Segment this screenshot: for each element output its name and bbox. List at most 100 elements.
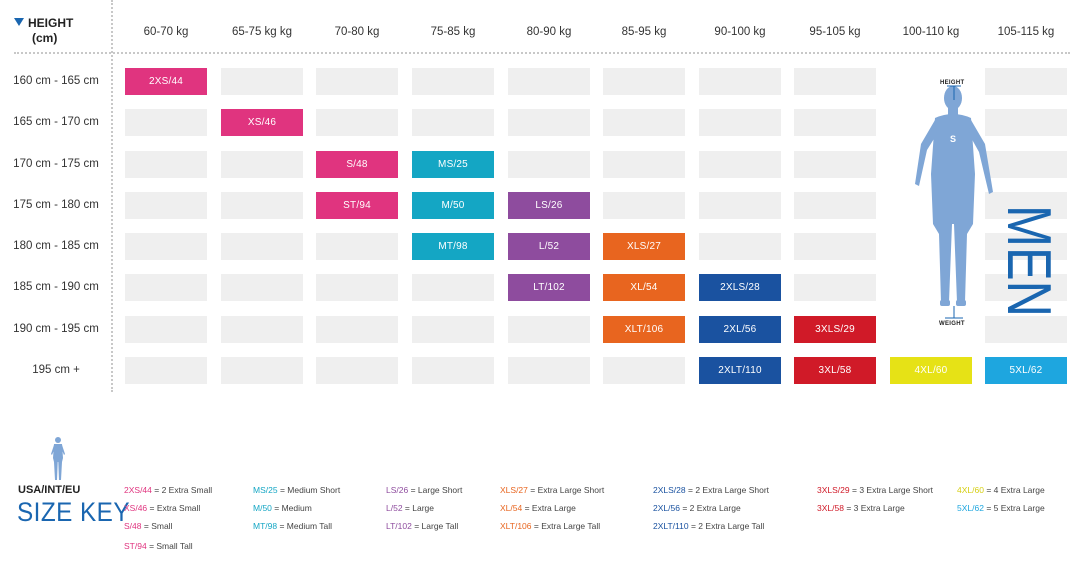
legend-code: XLT/106 xyxy=(500,521,532,531)
legend-item: 3XLS/29 = 3 Extra Large Short xyxy=(817,485,933,495)
size-cell: 2XS/44 xyxy=(125,68,207,95)
empty-cell xyxy=(316,316,398,343)
legend-code: XL/54 xyxy=(500,503,523,513)
legend-item: S/48 = Small xyxy=(124,521,172,531)
legend-code: LT/102 xyxy=(386,521,412,531)
legend-item: 2XLS/28 = 2 Extra Large Short xyxy=(653,485,769,495)
vertical-divider xyxy=(111,0,113,392)
row-header: 170 cm - 175 cm xyxy=(13,158,99,170)
legend-description: = 2 Extra Small xyxy=(154,485,213,495)
size-cell: XL/54 xyxy=(603,274,685,301)
empty-cell xyxy=(125,274,207,301)
empty-cell xyxy=(508,151,590,178)
legend-code: S/48 xyxy=(124,521,142,531)
empty-cell xyxy=(412,68,494,95)
empty-cell xyxy=(794,192,876,219)
row-header: 195 cm + xyxy=(32,364,80,376)
legend-item: 5XL/62 = 5 Extra Large xyxy=(957,503,1045,513)
empty-cell xyxy=(125,233,207,260)
column-header: 75-85 kg xyxy=(430,26,476,38)
legend-code: MT/98 xyxy=(253,521,278,531)
legend-code: LS/26 xyxy=(386,485,409,495)
triangle-down-icon xyxy=(14,18,24,26)
empty-cell xyxy=(699,68,781,95)
legend-item: LT/102 = Large Tall xyxy=(386,521,458,531)
empty-cell xyxy=(794,68,876,95)
height-unit: (cm) xyxy=(32,31,58,45)
legend-item: M/50 = Medium xyxy=(253,503,312,513)
column-header: 60-70 kg xyxy=(143,26,189,38)
legend-code: 2XLT/110 xyxy=(653,521,689,531)
legend-code: XLS/27 xyxy=(500,485,528,495)
legend-code: 3XL/58 xyxy=(817,503,844,513)
empty-cell xyxy=(508,316,590,343)
legend-description: = Extra Large xyxy=(524,503,576,513)
legend-description: = 2 Extra Large Tall xyxy=(690,521,765,531)
legend-description: = Small xyxy=(143,521,173,531)
legend-description: = Extra Small xyxy=(149,503,201,513)
empty-cell xyxy=(125,357,207,384)
legend-description: = 3 Extra Large Short xyxy=(852,485,934,495)
empty-cell xyxy=(125,109,207,136)
legend-item: MS/25 = Medium Short xyxy=(253,485,340,495)
size-key-region: USA/INT/EU xyxy=(18,484,81,496)
legend-description: = Extra Large Short xyxy=(530,485,605,495)
empty-cell xyxy=(221,151,303,178)
empty-cell xyxy=(794,151,876,178)
legend-description: = Extra Large Tall xyxy=(533,521,601,531)
diver-figure-icon: S xyxy=(915,85,993,319)
legend-code: L/52 xyxy=(386,503,403,513)
empty-cell xyxy=(603,192,685,219)
empty-cell xyxy=(699,192,781,219)
empty-cell xyxy=(794,109,876,136)
empty-cell xyxy=(412,274,494,301)
legend-item: L/52 = Large xyxy=(386,503,434,513)
legend-item: 4XL/60 = 4 Extra Large xyxy=(957,485,1045,495)
legend-item: 2XLT/110 = 2 Extra Large Tall xyxy=(653,521,764,531)
empty-cell xyxy=(508,109,590,136)
figure-weight-tag: WEIGHT xyxy=(939,321,965,327)
empty-cell xyxy=(316,233,398,260)
size-cell: 3XLS/29 xyxy=(794,316,876,343)
size-key-figure-icon xyxy=(51,437,65,480)
legend-item: XLS/27 = Extra Large Short xyxy=(500,485,604,495)
legend-code: 2XS/44 xyxy=(124,485,152,495)
legend-code: 4XL/60 xyxy=(957,485,984,495)
empty-cell xyxy=(221,192,303,219)
figure-height-tag: HEIGHT xyxy=(940,80,965,86)
empty-cell xyxy=(316,274,398,301)
column-header: 90-100 kg xyxy=(714,26,766,38)
size-cell: 2XL/56 xyxy=(699,316,781,343)
empty-cell xyxy=(508,68,590,95)
men-text: MEN xyxy=(1000,205,1063,317)
legend-description: = 2 Extra Large Short xyxy=(688,485,770,495)
legend-code: 5XL/62 xyxy=(957,503,984,513)
size-cell: L/52 xyxy=(508,233,590,260)
legend-item: ST/94 = Small Tall xyxy=(124,541,193,551)
legend-description: = 5 Extra Large xyxy=(986,503,1045,513)
empty-cell xyxy=(125,316,207,343)
legend-item: 3XL/58 = 3 Extra Large xyxy=(817,503,905,513)
legend-description: = Medium xyxy=(274,503,312,513)
size-cell: 4XL/60 xyxy=(890,357,972,384)
size-cell: MT/98 xyxy=(412,233,494,260)
legend-description: = Medium Tall xyxy=(279,521,332,531)
empty-cell xyxy=(316,357,398,384)
horizontal-divider xyxy=(14,52,1070,54)
legend-description: = Large xyxy=(404,503,434,513)
size-cell: 2XLT/110 xyxy=(699,357,781,384)
legend-item: 2XS/44 = 2 Extra Small xyxy=(124,485,212,495)
row-header: 175 cm - 180 cm xyxy=(13,199,99,211)
column-header: 95-105 kg xyxy=(809,26,861,38)
legend-code: XS/46 xyxy=(124,503,148,513)
size-cell: XLT/106 xyxy=(603,316,685,343)
legend-code: ST/94 xyxy=(124,541,147,551)
legend-code: 3XLS/29 xyxy=(817,485,850,495)
row-header: 185 cm - 190 cm xyxy=(13,281,99,293)
legend-item: LS/26 = Large Short xyxy=(386,485,462,495)
size-cell: ST/94 xyxy=(316,192,398,219)
empty-cell xyxy=(985,274,1067,301)
empty-cell xyxy=(603,357,685,384)
size-cell: LT/102 xyxy=(508,274,590,301)
